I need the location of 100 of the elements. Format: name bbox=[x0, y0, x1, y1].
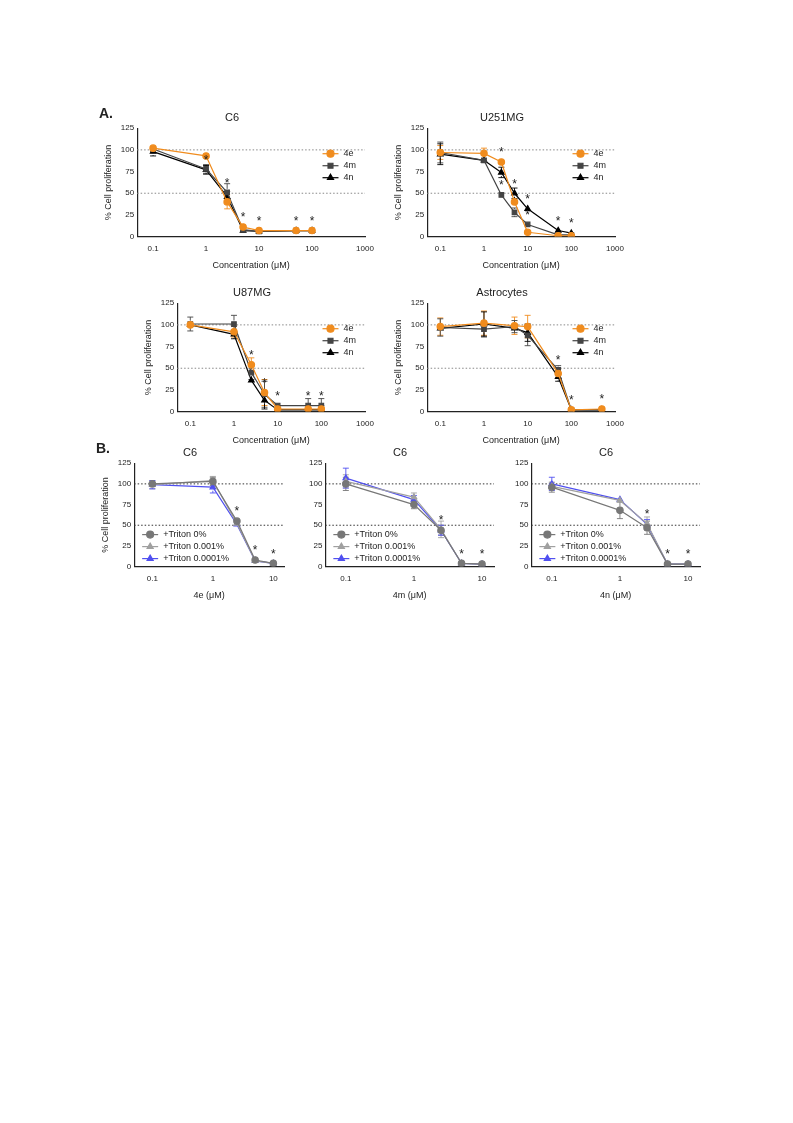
annotation: * bbox=[685, 547, 691, 562]
text: A. bbox=[99, 104, 113, 121]
y-tick-label: 75 bbox=[415, 341, 425, 351]
annotation: * bbox=[525, 192, 531, 207]
y-tick-label: 0 bbox=[126, 561, 132, 571]
y-tick-label: 0 bbox=[317, 561, 323, 571]
annotation: * bbox=[555, 353, 561, 368]
y-tick-label: 125 bbox=[160, 298, 175, 308]
annotation: * bbox=[275, 388, 281, 403]
x-tick-label: 1 bbox=[411, 573, 417, 583]
y-axis-title: % Cell proliferation bbox=[99, 477, 110, 553]
x-tick-label: 0.1 bbox=[434, 418, 447, 428]
y-tick-label: 75 bbox=[415, 166, 425, 176]
legend-label: +Triton 0.0001% bbox=[354, 553, 421, 564]
x-tick-label: 0.1 bbox=[434, 243, 447, 253]
annotation: * bbox=[568, 216, 574, 231]
x-axis-title: Concentration (μM) bbox=[232, 435, 310, 446]
x-tick-label: 1 bbox=[617, 573, 623, 583]
x-tick-label: 1000 bbox=[356, 418, 375, 428]
x-tick-label: 0.1 bbox=[146, 573, 159, 583]
y-tick-label: 50 bbox=[122, 520, 132, 530]
annotation: * bbox=[459, 546, 465, 561]
y-tick-label: 50 bbox=[165, 363, 175, 373]
annotation: * bbox=[249, 348, 255, 363]
legend-label: +Triton 0.001% bbox=[560, 541, 622, 552]
annotation: * bbox=[499, 145, 505, 160]
x-axis-title: Concentration (μM) bbox=[482, 260, 560, 271]
legend-label: 4m bbox=[343, 160, 357, 171]
y-tick-label: 125 bbox=[410, 123, 425, 133]
legend-label: 4n bbox=[343, 347, 354, 358]
annotation: * bbox=[234, 504, 240, 519]
annotation: * bbox=[665, 547, 671, 562]
y-tick-label: 100 bbox=[117, 479, 132, 489]
y-tick-label: 0 bbox=[129, 231, 135, 241]
x-tick-label: 1 bbox=[481, 418, 487, 428]
legend-label: 4m bbox=[593, 335, 607, 346]
x-tick-label: 10 bbox=[683, 573, 694, 583]
chart-title: U251MG bbox=[479, 110, 525, 123]
y-tick-label: 75 bbox=[165, 341, 175, 351]
y-tick-label: 125 bbox=[514, 458, 529, 468]
annotation: * bbox=[318, 388, 324, 403]
annotation: * bbox=[293, 213, 299, 228]
annotation: * bbox=[309, 213, 315, 228]
annotation: * bbox=[240, 210, 246, 225]
x-tick-label: 1000 bbox=[356, 243, 375, 253]
x-axis-title: Concentration (μM) bbox=[212, 260, 290, 271]
y-tick-label: 25 bbox=[165, 385, 175, 395]
chart-title: C6 bbox=[598, 445, 614, 458]
legend-label: 4n bbox=[343, 172, 354, 183]
y-axis-title: % Cell proliferation bbox=[142, 319, 153, 396]
y-tick-label: 25 bbox=[122, 541, 132, 551]
y-tick-label: 50 bbox=[519, 520, 529, 530]
chart-title: C6 bbox=[182, 445, 198, 458]
y-tick-label: 25 bbox=[519, 541, 529, 551]
legend-label: 4n bbox=[593, 172, 604, 183]
annotation: * bbox=[305, 388, 311, 403]
y-tick-label: 50 bbox=[415, 363, 425, 373]
y-tick-label: 25 bbox=[415, 210, 425, 220]
y-axis-title: % Cell proliferation bbox=[392, 319, 403, 396]
x-tick-label: 0.1 bbox=[340, 573, 352, 583]
x-tick-label: 10 bbox=[523, 243, 533, 253]
legend-label: +Triton 0.001% bbox=[163, 541, 225, 552]
chart-title: Astrocytes bbox=[476, 285, 529, 298]
x-tick-label: 1 bbox=[231, 418, 237, 428]
y-tick-label: 0 bbox=[169, 406, 175, 416]
x-axis-title: Concentration (μM) bbox=[482, 435, 560, 446]
legend-label: +Triton 0% bbox=[163, 529, 207, 540]
x-tick-label: 0.1 bbox=[546, 573, 558, 583]
legend-label: 4m bbox=[343, 335, 357, 346]
y-tick-label: 100 bbox=[410, 320, 425, 330]
legend-label: +Triton 0.001% bbox=[354, 541, 416, 552]
annotation: * bbox=[252, 543, 258, 558]
legend-label: +Triton 0.0001% bbox=[560, 553, 627, 564]
x-tick-label: 10 bbox=[477, 573, 488, 583]
x-tick-label: 10 bbox=[523, 418, 533, 428]
x-tick-label: 0.1 bbox=[184, 418, 197, 428]
annotation: * bbox=[479, 547, 485, 562]
y-tick-label: 75 bbox=[122, 499, 132, 509]
annotation: * bbox=[644, 506, 650, 521]
legend-label: 4e bbox=[593, 148, 604, 159]
x-tick-label: 1000 bbox=[606, 243, 625, 253]
legend-label: 4e bbox=[343, 323, 354, 334]
legend-label: 4e bbox=[593, 323, 604, 334]
text: B. bbox=[96, 439, 110, 456]
x-tick-label: 10 bbox=[273, 418, 283, 428]
y-tick-label: 0 bbox=[523, 561, 529, 571]
x-tick-label: 100 bbox=[564, 243, 579, 253]
annotation: * bbox=[512, 176, 518, 191]
y-tick-label: 100 bbox=[120, 145, 135, 155]
annotation: * bbox=[599, 392, 605, 407]
annotation: * bbox=[262, 375, 268, 390]
y-tick-label: 25 bbox=[125, 210, 135, 220]
y-tick-label: 100 bbox=[410, 145, 425, 155]
y-tick-label: 25 bbox=[415, 385, 425, 395]
y-axis-title: % Cell proliferation bbox=[392, 144, 403, 221]
x-tick-label: 10 bbox=[254, 243, 265, 253]
chart-title: U87MG bbox=[233, 285, 271, 298]
y-tick-label: 100 bbox=[514, 479, 529, 489]
annotation: * bbox=[438, 512, 444, 527]
y-tick-label: 125 bbox=[308, 458, 323, 468]
